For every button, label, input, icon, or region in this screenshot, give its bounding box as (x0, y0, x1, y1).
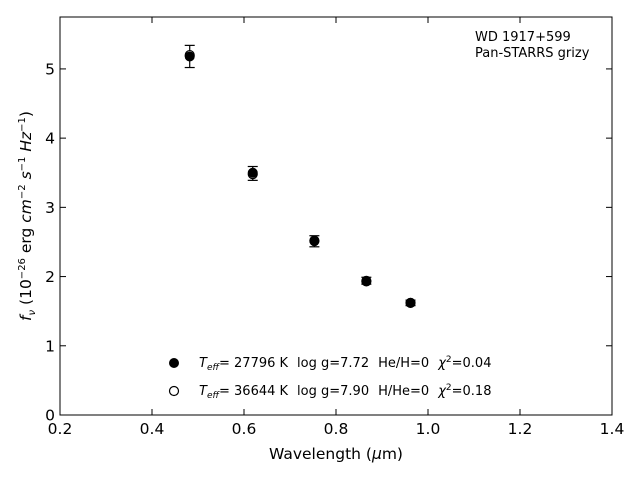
x-tick-label: 0.4 (140, 420, 165, 438)
x-tick-label: 0.2 (48, 420, 73, 438)
x-tick-label: 1.4 (600, 420, 625, 438)
y-tick-label: 4 (45, 130, 55, 148)
y-tick-label: 3 (45, 199, 55, 217)
x-tick-label: 1.0 (416, 420, 441, 438)
legend-marker-filled (169, 358, 179, 368)
error-bars (184, 44, 416, 307)
data-points (184, 49, 416, 308)
model-point-filled (247, 167, 258, 178)
y-tick-label: 1 (45, 337, 55, 355)
y-axis-label: fν (10−26 erg cm−2 s−1 Hz−1) (17, 111, 38, 321)
annotation-survey: Pan-STARRS grizy (475, 46, 590, 61)
x-tick-label: 0.8 (324, 420, 349, 438)
model-point-filled (361, 275, 372, 286)
model-point-filled (309, 236, 320, 247)
x-axis-label: Wavelength (μm) (269, 445, 403, 463)
legend-marker-open (168, 385, 180, 397)
y-tick-label: 0 (45, 407, 55, 425)
annotation-object: WD 1917+599 (475, 30, 571, 45)
x-tick-label: 1.2 (508, 420, 533, 438)
y-tick-label: 2 (45, 268, 55, 286)
model-point-filled (184, 51, 195, 62)
y-tick-label: 5 (45, 60, 55, 78)
x-tick-label: 0.6 (232, 420, 257, 438)
model-point-filled (405, 297, 416, 308)
axis-ticks: 0.2 0.4 0.6 0.8 1.0 1.2 1.4 0 1 2 3 4 5 (45, 17, 624, 438)
